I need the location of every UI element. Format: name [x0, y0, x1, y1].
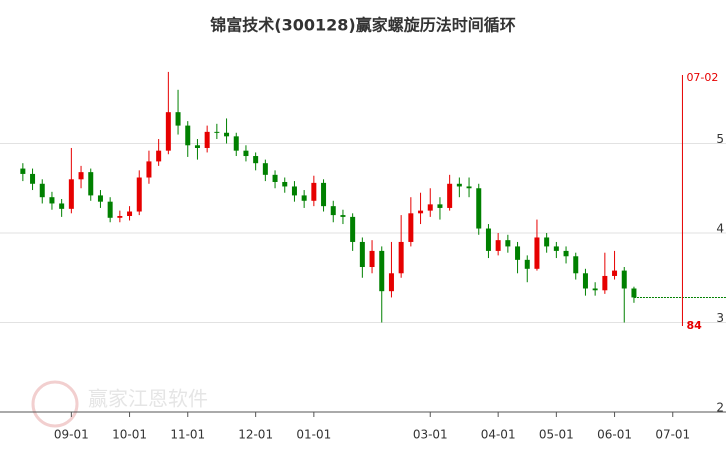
- watermark-text: 赢家江恩软件: [88, 387, 208, 411]
- candle-body: [165, 112, 171, 151]
- candle-body: [524, 259, 530, 269]
- candle-body: [418, 210, 424, 214]
- candle-body: [282, 181, 288, 187]
- watermark: 赢家江恩软件: [31, 380, 208, 428]
- candle-body: [88, 172, 94, 196]
- candle-body: [534, 237, 540, 269]
- candle-body: [369, 250, 375, 268]
- candle-body: [97, 195, 103, 202]
- y-tick-label: 3: [716, 311, 724, 325]
- candle-body: [59, 203, 65, 209]
- y-tick-label: 5: [716, 132, 724, 146]
- candle-body: [321, 182, 327, 207]
- candle-body: [447, 183, 453, 208]
- candle-body: [621, 270, 627, 289]
- candle-body: [262, 163, 268, 175]
- candle-body: [485, 228, 491, 251]
- candle-body: [156, 150, 162, 162]
- candle-body: [398, 241, 404, 274]
- x-tick-label: 04-01: [481, 428, 516, 442]
- candle-body: [563, 250, 569, 257]
- candle-body: [291, 186, 297, 196]
- watermark-logo: [31, 380, 79, 428]
- candle-body: [359, 241, 365, 268]
- candle-body: [379, 250, 385, 292]
- candle-body: [515, 246, 521, 260]
- x-tick-label: 01-01: [296, 428, 331, 442]
- candle-body: [175, 112, 181, 126]
- candle-body: [30, 173, 36, 184]
- y-tick-label: 2: [716, 401, 724, 415]
- candle-body: [495, 240, 501, 251]
- candle-body: [68, 179, 74, 209]
- candle-body: [233, 136, 239, 151]
- candle-body: [466, 186, 472, 189]
- candle-body: [146, 161, 152, 178]
- candle-body: [78, 172, 84, 180]
- x-tick-label: 06-01: [597, 428, 632, 442]
- candle-body: [214, 131, 220, 133]
- cycle-date: 07-02: [686, 71, 718, 84]
- candle-body: [408, 213, 414, 242]
- candle-body: [194, 145, 200, 148]
- candle-body: [39, 183, 45, 198]
- x-tick-label: 03-01: [413, 428, 448, 442]
- candle-body: [311, 182, 317, 201]
- x-tick-label: 10-01: [112, 428, 147, 442]
- candle-body: [553, 246, 559, 251]
- candle-body: [301, 195, 307, 201]
- candle-body: [224, 132, 230, 137]
- candle-body: [243, 150, 249, 157]
- candle-body: [49, 197, 55, 204]
- candle-body: [185, 125, 191, 146]
- candle-body: [427, 204, 433, 211]
- candle-body: [456, 183, 462, 187]
- candle-body: [544, 237, 550, 247]
- cycle-label: 84: [686, 319, 702, 332]
- candle-body: [437, 204, 443, 208]
- chart-title: 锦富技术(300128)赢家螺旋历法时间循环: [210, 16, 515, 35]
- candle-body: [573, 256, 579, 274]
- candle-body: [612, 270, 618, 276]
- candle-body: [602, 275, 608, 291]
- candle-body: [204, 131, 210, 148]
- candle-body: [505, 240, 511, 247]
- candle-body: [330, 206, 336, 216]
- candle-body: [582, 273, 588, 289]
- candle-body: [20, 168, 26, 174]
- x-tick-label: 11-01: [170, 428, 205, 442]
- x-tick-label: 07-01: [655, 428, 690, 442]
- candle-body: [272, 174, 278, 182]
- x-tick-label: 05-01: [539, 428, 574, 442]
- y-tick-label: 4: [716, 222, 724, 236]
- candle-body: [388, 273, 394, 292]
- x-tick-label: 12-01: [238, 428, 273, 442]
- candle-body: [350, 216, 356, 242]
- candle-body: [127, 211, 133, 216]
- candle-body: [631, 288, 637, 298]
- candle-body: [136, 177, 142, 212]
- candle-body: [340, 215, 346, 217]
- candle-body: [107, 201, 113, 218]
- candle-body: [117, 215, 123, 218]
- candle-body: [592, 288, 598, 291]
- candle-body: [476, 188, 482, 229]
- x-tick-label: 09-01: [54, 428, 89, 442]
- candle-body: [253, 156, 259, 164]
